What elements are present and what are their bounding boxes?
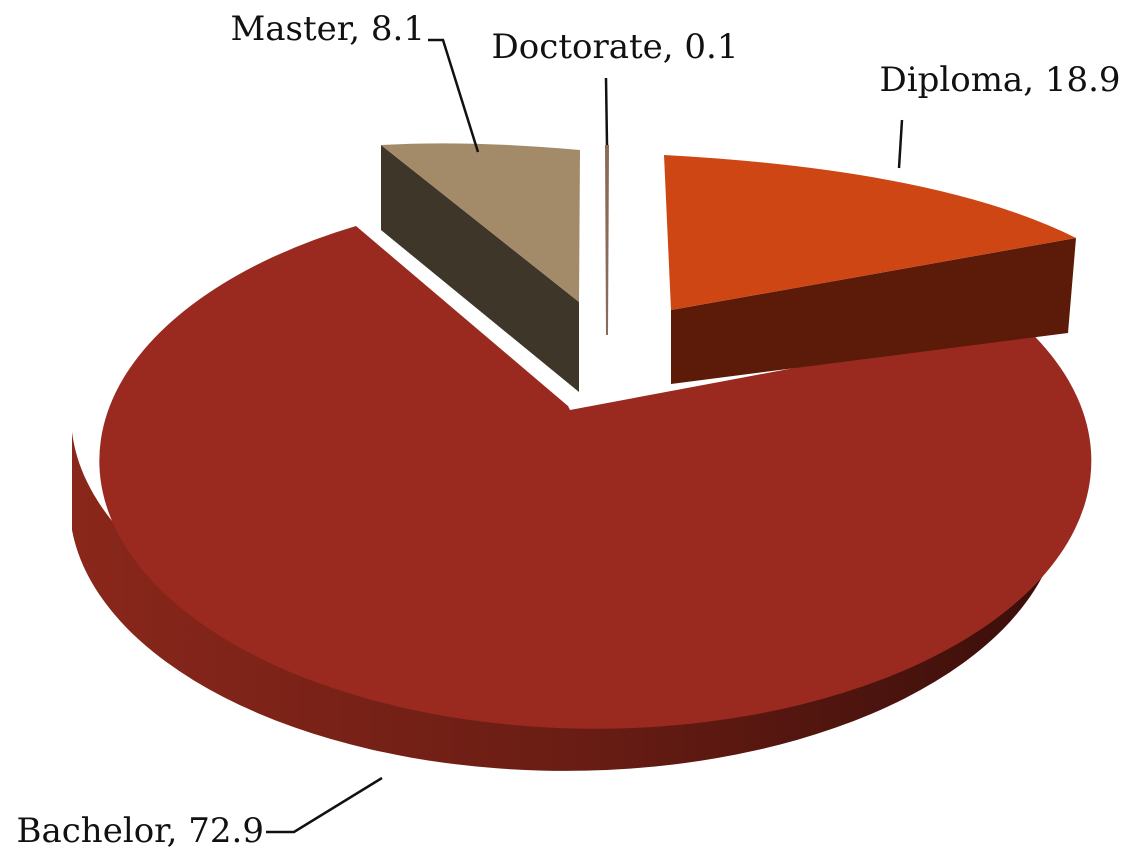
leader-doctorate	[604, 77, 609, 146]
label-diploma: Diploma, 18.9	[879, 60, 1120, 100]
leader-bachelor	[266, 776, 383, 834]
leader-diploma	[897, 119, 904, 169]
label-master: Master, 8.1	[230, 9, 425, 49]
slice-master-side	[381, 145, 579, 392]
slice-bachelor-top	[99, 226, 1092, 729]
slice-bachelor	[72, 226, 1092, 771]
slice-master	[381, 143, 580, 392]
slice-doctorate	[605, 145, 609, 335]
slice-diploma	[664, 155, 1076, 384]
slice-diploma-side	[671, 238, 1076, 384]
slice-doctorate-top	[605, 145, 609, 335]
label-bachelor: Bachelor, 72.9	[17, 811, 265, 850]
leader-master	[428, 38, 480, 153]
slice-diploma-top	[664, 155, 1076, 310]
slice-master-top	[381, 143, 580, 302]
label-doctorate: Doctorate, 0.1	[492, 27, 739, 67]
